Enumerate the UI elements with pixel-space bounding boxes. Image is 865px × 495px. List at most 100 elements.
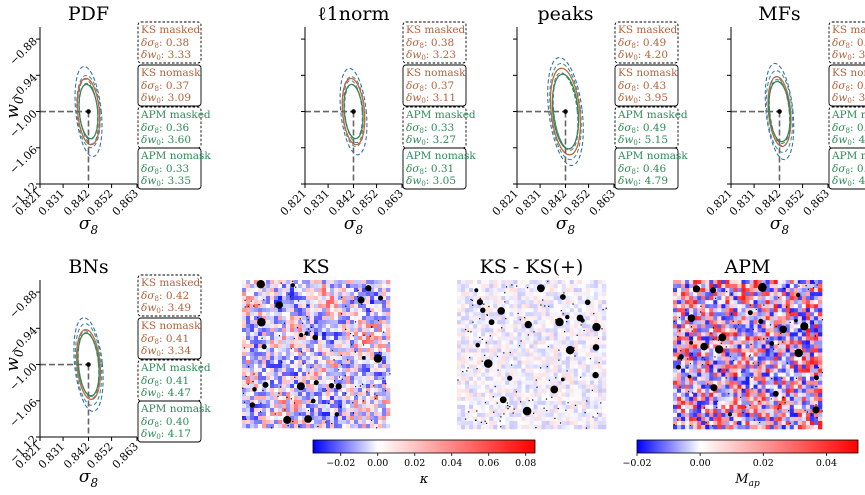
map-pixel bbox=[689, 292, 694, 297]
map-pixel bbox=[701, 292, 706, 297]
map-pixel bbox=[693, 344, 698, 349]
map-pixel bbox=[290, 320, 295, 325]
map-pixel bbox=[513, 320, 518, 325]
map-pixel bbox=[793, 284, 799, 289]
map-pixel bbox=[378, 364, 383, 369]
map-pixel bbox=[765, 356, 770, 361]
map-pixel bbox=[282, 332, 287, 337]
map-pixel bbox=[242, 344, 247, 349]
map-pixel bbox=[246, 300, 251, 305]
map-pixel bbox=[346, 320, 351, 325]
map-pixel bbox=[725, 404, 730, 410]
map-pixel bbox=[589, 384, 595, 390]
map-pixel bbox=[597, 420, 603, 426]
y-tick-label: −0.88 bbox=[7, 35, 40, 68]
map-pixel bbox=[757, 408, 762, 414]
map-pixel bbox=[545, 360, 550, 365]
map-pixel bbox=[258, 336, 263, 341]
map-pixel bbox=[753, 404, 758, 410]
map-pixel bbox=[589, 392, 595, 398]
map-pixel bbox=[753, 392, 758, 398]
map-pixel bbox=[322, 356, 327, 361]
map-pixel bbox=[270, 324, 275, 329]
map-pixel bbox=[533, 336, 538, 341]
map-pixel bbox=[673, 392, 678, 398]
map-pixel bbox=[382, 312, 387, 317]
map-pixel bbox=[274, 412, 279, 417]
map-pixel bbox=[242, 336, 247, 341]
map-pixel bbox=[509, 348, 514, 353]
mask-speckle bbox=[758, 400, 760, 402]
map-pixel bbox=[685, 420, 690, 426]
map-pixel bbox=[322, 388, 327, 393]
contour-ellipse bbox=[552, 73, 579, 150]
map-pixel bbox=[801, 344, 807, 349]
map-pixel bbox=[569, 416, 575, 422]
map-pixel bbox=[573, 424, 579, 430]
map-pixel bbox=[250, 352, 255, 357]
map-pixel bbox=[545, 412, 550, 418]
map-pixel bbox=[473, 380, 478, 386]
map-pixel bbox=[509, 328, 514, 333]
map-pixel bbox=[250, 304, 255, 309]
map-pixel bbox=[701, 372, 706, 377]
map-pixel bbox=[525, 364, 530, 369]
map-pixel bbox=[266, 284, 271, 289]
map-pixel bbox=[366, 380, 371, 385]
map-pixel bbox=[278, 340, 283, 345]
map-pixel bbox=[354, 420, 359, 425]
map-pixel bbox=[497, 284, 502, 289]
map-pixel bbox=[737, 316, 742, 321]
legend-dsigma8: δσ8: 0.49 bbox=[618, 122, 666, 135]
map-pixel bbox=[366, 300, 371, 305]
map-pixel bbox=[769, 296, 774, 301]
map-pixel bbox=[761, 296, 766, 301]
map-pixel bbox=[246, 284, 251, 289]
map-pixel bbox=[689, 396, 694, 402]
map-pixel bbox=[565, 392, 571, 398]
map-pixel bbox=[793, 416, 799, 422]
mask-speckle bbox=[309, 330, 311, 332]
map-pixel bbox=[274, 348, 279, 353]
map-pixel bbox=[709, 320, 714, 325]
map-pixel bbox=[701, 412, 706, 418]
map-pixel bbox=[250, 364, 255, 369]
mask-speckle bbox=[605, 307, 607, 309]
legend-dsigma8: δσ8: 0.35 bbox=[832, 80, 865, 93]
map-pixel bbox=[489, 388, 494, 394]
map-pixel bbox=[585, 408, 591, 414]
map-pixel bbox=[362, 404, 367, 409]
map-pixel bbox=[302, 288, 307, 293]
map-pixel bbox=[593, 300, 599, 305]
map-pixel bbox=[813, 296, 819, 301]
map-pixel bbox=[749, 400, 754, 406]
map-pixel bbox=[593, 368, 599, 373]
map-pixel bbox=[322, 300, 327, 305]
mask-speckle bbox=[488, 305, 490, 308]
map-pixel bbox=[294, 336, 299, 341]
map-pixel bbox=[282, 404, 287, 409]
map-pixel bbox=[274, 296, 279, 301]
map-pixel bbox=[749, 304, 754, 309]
map-pixel bbox=[777, 364, 783, 369]
map-pixel bbox=[254, 300, 259, 305]
map-pixel bbox=[489, 356, 494, 361]
map-pixel bbox=[549, 344, 554, 349]
mask-speckle bbox=[253, 305, 255, 307]
map-pixel bbox=[721, 396, 726, 402]
map-pixel bbox=[354, 336, 359, 341]
map-pixel bbox=[601, 312, 607, 317]
map-pixel bbox=[461, 360, 466, 365]
map-pixel bbox=[350, 304, 355, 309]
map-pixel bbox=[569, 308, 575, 313]
map-pixel bbox=[697, 400, 702, 406]
map-pixel bbox=[749, 296, 754, 301]
map-pixel bbox=[505, 292, 510, 297]
map-pixel bbox=[258, 404, 263, 409]
map-pixel bbox=[781, 300, 787, 305]
map-pixel bbox=[509, 380, 514, 386]
map-pixel bbox=[581, 416, 587, 422]
map-pixel bbox=[358, 292, 363, 297]
